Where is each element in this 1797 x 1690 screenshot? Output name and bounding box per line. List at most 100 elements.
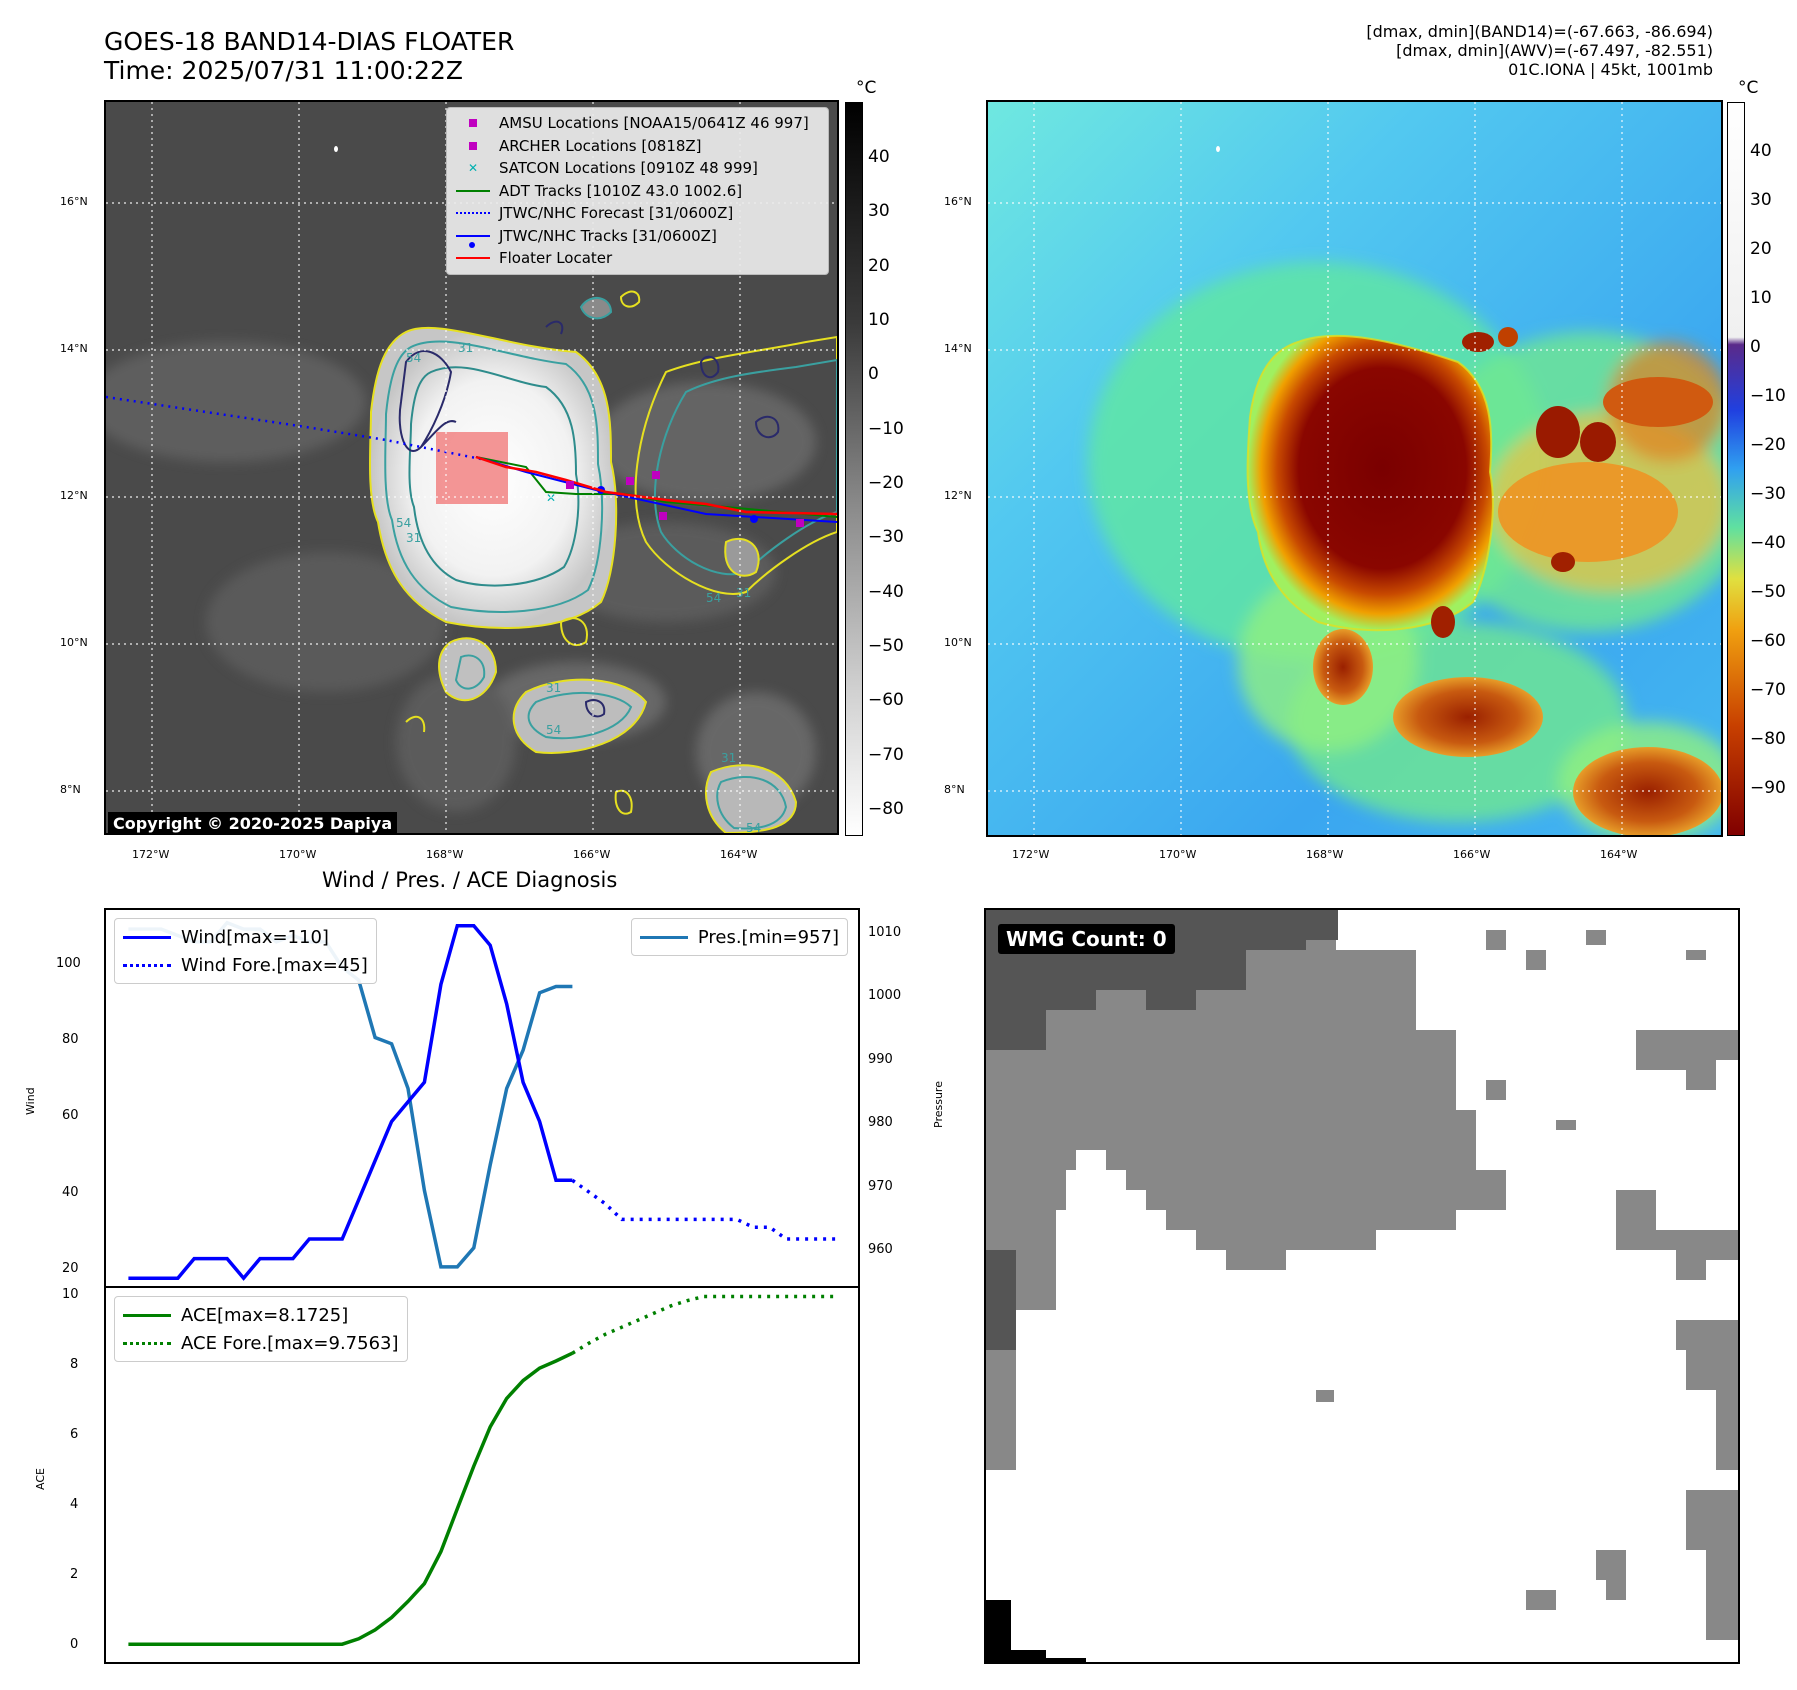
colorbar-tick: −10 [1750, 386, 1786, 406]
ace-legend: ACE[max=8.1725] ACE Fore.[max=9.7563] [114, 1296, 408, 1362]
wind-tick: 100 [56, 956, 81, 971]
colorbar-tick: −60 [1750, 631, 1786, 651]
wind-tick: 60 [62, 1108, 79, 1123]
contour-label: 54 [706, 591, 721, 605]
legend-item-jtwc-tracks: JTWC/NHC Tracks [31/0600Z] [455, 225, 820, 248]
colorbar-tick: 20 [1750, 239, 1772, 259]
ace-tick: 6 [70, 1427, 79, 1442]
contour-label: 31 [546, 681, 561, 695]
colorbar-tick: −80 [868, 799, 904, 819]
lon-label: 168°W [426, 848, 464, 861]
lat-label: 16°N [944, 195, 972, 208]
lon-label: 168°W [1306, 848, 1344, 861]
wmg-image [986, 910, 1738, 1662]
colorbar-tick: 40 [1750, 141, 1772, 161]
ace-tick: 0 [70, 1637, 79, 1652]
pressure-tick: 1010 [868, 925, 902, 940]
ace-tick: 2 [70, 1567, 79, 1582]
lat-label: 12°N [60, 489, 88, 502]
wind-tick: 80 [62, 1032, 79, 1047]
lon-label: 172°W [132, 848, 170, 861]
awv-map-image [988, 102, 1721, 835]
colorbar-tick: 0 [868, 364, 879, 384]
legend-item-adt: ADT Tracks [1010Z 43.0 1002.6] [455, 180, 820, 203]
wind-legend: Wind[max=110] Wind Fore.[max=45] [114, 918, 377, 984]
lat-label: 14°N [60, 342, 88, 355]
contour-label: 31 [721, 751, 736, 765]
lat-label: 16°N [60, 195, 88, 208]
pressure-ylabel: Pressure [932, 1081, 945, 1128]
lon-label: 170°W [1159, 848, 1197, 861]
legend-ace-fore: ACE Fore.[max=9.7563] [181, 1332, 399, 1354]
wmg-panel: WMG Count: 0 [984, 908, 1740, 1664]
lon-label: 164°W [720, 848, 758, 861]
legend-item-amsu: AMSU Locations [NOAA15/0641Z 46 997] [455, 112, 820, 135]
pressure-tick: 970 [868, 1179, 893, 1194]
legend-item-satcon: ✕ SATCON Locations [0910Z 48 999] [467, 159, 758, 178]
wind-ylabel: Wind [24, 1087, 37, 1115]
colorbar-tick: −20 [1750, 435, 1786, 455]
contour-label: 54 [546, 723, 561, 737]
colorbar-tick: −40 [1750, 533, 1786, 553]
legend-ace: ACE[max=8.1725] [181, 1304, 349, 1326]
legend-item-floater: Floater Locater [455, 247, 820, 270]
pressure-tick: 960 [868, 1242, 893, 1257]
pressure-legend: Pres.[min=957] [630, 918, 848, 956]
legend-pressure: Pres.[min=957] [697, 926, 839, 948]
colorbar-tick: −10 [868, 419, 904, 439]
wind-tick: 20 [62, 1261, 79, 1276]
ace-plot: ACE[max=8.1725] ACE Fore.[max=9.7563] [104, 1286, 860, 1664]
colorbar-tick: −50 [868, 636, 904, 656]
colorbar-tick: 20 [868, 256, 890, 276]
pressure-tick: 980 [868, 1115, 893, 1130]
lon-label: 164°W [1600, 848, 1638, 861]
wind-tick: 40 [62, 1185, 79, 1200]
colorbar-tick: −30 [868, 527, 904, 547]
ace-tick: 4 [70, 1497, 79, 1512]
legend-wind-fore: Wind Fore.[max=45] [181, 954, 368, 976]
contour-label: 31 [406, 531, 421, 545]
ace-ylabel: ACE [34, 1468, 47, 1490]
colorbar-tick: 0 [1750, 337, 1761, 357]
colorbar-left [845, 102, 863, 836]
colorbar-tick: 40 [868, 147, 890, 167]
lon-label: 166°W [1453, 848, 1491, 861]
colorbar-tick: −70 [868, 745, 904, 765]
colorbar-tick: −60 [868, 690, 904, 710]
contour-label: 31 [458, 341, 473, 355]
copyright-label: Copyright © 2020-2025 Dapiya [108, 812, 398, 833]
awv-color-map [986, 100, 1723, 837]
wmg-count-badge: WMG Count: 0 [998, 924, 1175, 954]
colorbar-tick: −70 [1750, 680, 1786, 700]
ace-tick: 8 [70, 1357, 79, 1372]
lon-label: 166°W [573, 848, 611, 861]
lat-label: 8°N [60, 783, 81, 796]
lon-label: 170°W [279, 848, 317, 861]
contour-label: 31 [736, 586, 751, 600]
ace-series-line [128, 1351, 574, 1646]
colorbar-tick: −40 [868, 582, 904, 602]
legend-wind: Wind[max=110] [181, 926, 329, 948]
colorbar-tick: −50 [1750, 582, 1786, 602]
colorbar-right-unit: °C [1738, 78, 1759, 98]
stats-header: [dmax, dmin](BAND14)=(-67.663, -86.694) … [1366, 22, 1713, 79]
colorbar-tick: −20 [868, 473, 904, 493]
colorbar-tick: −30 [1750, 484, 1786, 504]
ace-tick: 10 [62, 1287, 79, 1302]
legend-item-archer: ARCHER Locations [0818Z] [455, 135, 820, 158]
colorbar-tick: 10 [868, 310, 890, 330]
colorbar-right [1727, 102, 1745, 836]
ace-svg [128, 1294, 836, 1646]
lat-label: 10°N [60, 636, 88, 649]
colorbar-tick: −90 [1750, 778, 1786, 798]
colorbar-tick: 30 [1750, 190, 1772, 210]
map-legend: AMSU Locations [NOAA15/0641Z 46 997] ARC… [446, 107, 829, 275]
contour-label: 54 [746, 821, 761, 833]
figure-title: GOES-18 BAND14-DIAS FLOATER Time: 2025/0… [104, 27, 515, 85]
pressure-tick: 1000 [868, 988, 902, 1003]
wind-forecast-series-line [571, 1178, 836, 1241]
wind-series-line [128, 923, 573, 1281]
ir-band14-map: 31 54 54 31 54 31 31 54 54 31 ✕ [104, 100, 839, 835]
contour-label: 54 [406, 351, 421, 365]
wind-pressure-plot: Wind[max=110] Wind Fore.[max=45] Pres.[m… [104, 908, 860, 1288]
